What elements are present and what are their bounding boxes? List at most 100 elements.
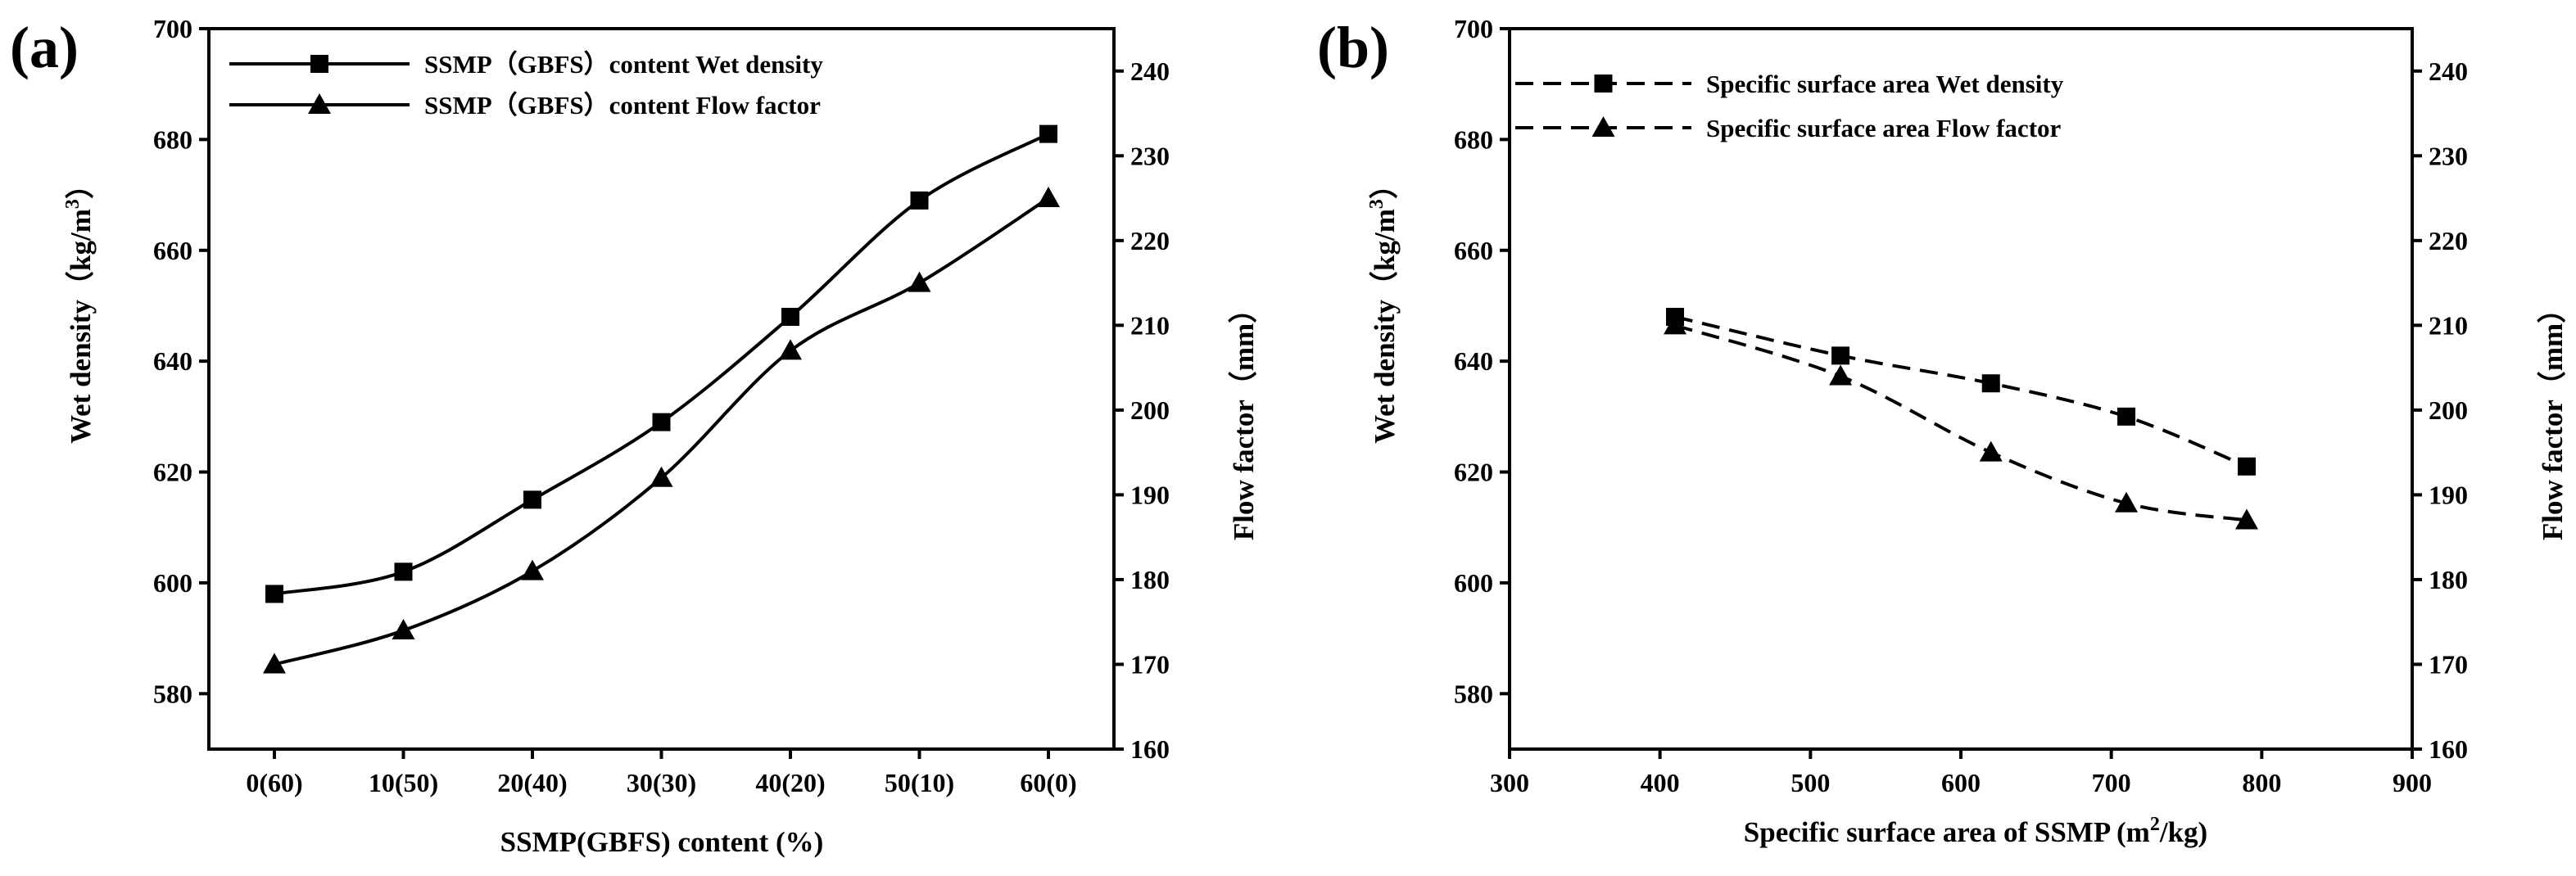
panel-b-y-tick-label: 700 (1454, 14, 1493, 43)
panel-a-series-1-point (781, 308, 799, 326)
panel-a-y2-tick-label: 230 (1130, 141, 1170, 170)
panel-b-series-2-point (1829, 364, 1853, 386)
panel-a-y2-tick-label: 180 (1130, 565, 1170, 594)
panel-b-series-2-point (1979, 440, 2003, 462)
panel-a-legend-marker-2 (308, 93, 331, 114)
panel-b-x-axis-title: Specific surface area of SSMP (m2/kg) (1744, 814, 2207, 848)
panel-a-series-1-point (652, 413, 671, 431)
panel-b-y2-tick-label: 190 (2429, 480, 2468, 509)
panel-b-legend-label-2: Specific surface area Flow factor (1706, 114, 2062, 142)
panel-a-y-tick-label: 620 (153, 458, 192, 487)
panel-a-y-axis-title-main: Wet density（kg/m (65, 209, 97, 444)
panel-a-y-tick-label: 580 (153, 679, 192, 708)
panel-b-y2-tick-label: 160 (2429, 734, 2468, 764)
panel-b-y-tick-label: 640 (1454, 346, 1493, 376)
panel-a-chart: (a) 580 600 620 640 660 680 700 160 170 180 190 200… (10, 14, 1260, 858)
panel-a-y2-tick-label: 200 (1130, 395, 1170, 425)
panel-b-series-1-point (2237, 457, 2256, 476)
panel-b-y-axis-title: Wet density（kg/m3） (1366, 170, 1401, 444)
panel-b-x-tick-label: 500 (1791, 768, 1830, 797)
panel-b-y2-axis-title: Flow factor（mm） (2537, 295, 2569, 540)
panel-b-y-tick-label: 660 (1454, 236, 1493, 265)
panel-a-series-1-point (910, 191, 929, 210)
panel-b-legend-marker-2 (1591, 116, 1615, 137)
panel-b-y-tick-label: 620 (1454, 458, 1493, 487)
panel-a-y2-tick-label: 190 (1130, 480, 1170, 509)
panel-a-x-tick-label: 20(40) (497, 768, 567, 797)
panel-b-y2-tick-label: 210 (2429, 310, 2468, 340)
panel-a-x-axis-title: SSMP(GBFS) content (%) (500, 826, 824, 858)
panel-a-y2-tick-label: 220 (1130, 226, 1170, 255)
panel-a-y-tick-label: 660 (153, 236, 192, 265)
panel-b-y-tick-label: 680 (1454, 124, 1493, 154)
panel-b-x-tick-label: 900 (2393, 768, 2432, 797)
panel-b-y2-tick-label: 220 (2429, 226, 2468, 255)
panel-b-x-tick-label: 400 (1641, 768, 1680, 797)
panel-a-x-tick-label: 10(50) (369, 768, 438, 797)
panel-a-y2-tick-label: 210 (1130, 310, 1170, 340)
panel-b-series-1-point (2117, 407, 2136, 426)
panel-a-y-axis-title-sup: 3 (62, 199, 84, 209)
panel-b-x-axis-title-end: /kg) (2159, 816, 2207, 848)
panel-a-series-2-point (908, 271, 931, 292)
panel-b-x-tick-label: 300 (1490, 768, 1529, 797)
panel-a-y-tick-label: 680 (153, 124, 192, 154)
panel-b-y-axis-title-end: ） (1369, 170, 1401, 199)
panel-a-series-1-point (265, 585, 283, 603)
panel-a-series-2-point (650, 466, 673, 487)
panel-b-series-2-line (1674, 323, 2248, 522)
panel-a-label: (a) (10, 15, 79, 80)
panel-b-legend-marker-1 (1594, 75, 1613, 93)
panel-a-series-1-line (274, 132, 1049, 596)
panel-a-plot-frame (207, 27, 1116, 751)
panel-a-series-2-point (263, 652, 286, 674)
panel-a-legend-marker-1 (310, 55, 328, 73)
panel-a-x-tick-label: 0(60) (246, 768, 302, 797)
panel-b-y2-tick-label: 200 (2429, 395, 2468, 425)
panel-a-y-axis-title: Wet density（kg/m3） (62, 170, 97, 444)
panel-b-x-axis-title-sup: 2 (2150, 814, 2160, 835)
panel-b-chart: (b) 580 600 620 640 660 680 700 160 170 180 190 200… (1317, 14, 2569, 848)
panel-a-series-1-point (523, 490, 541, 509)
panel-a-series-2-point (779, 339, 802, 360)
panel-b-x-tick-label: 600 (1941, 768, 1981, 797)
panel-b-y-axis-title-sup: 3 (1366, 199, 1388, 209)
panel-b-series-2-point (2234, 508, 2258, 530)
panel-b-y-tick-label: 580 (1454, 679, 1493, 708)
panel-a-legend-label-2: SSMP（GBFS）content Flow factor (424, 91, 821, 120)
panel-b-series-2-point (2115, 491, 2139, 513)
panel-a-x-tick-label: 40(20) (755, 768, 825, 797)
panel-b-series-2-point (1664, 314, 1687, 335)
panel-b-x-axis-title-main: Specific surface area of SSMP (m (1744, 816, 2150, 848)
panel-a-y2-tick-label: 160 (1130, 734, 1170, 764)
panel-b-y-axis-title-main: Wet density（kg/m (1369, 209, 1401, 444)
panel-b-series-1-point (1981, 374, 2000, 393)
panel-a-y-tick-label: 640 (153, 346, 192, 376)
panel-a-y-axis-title-end: ） (65, 170, 97, 199)
panel-b-series-1-point (1831, 346, 1850, 365)
panel-a-y2-tick-label: 170 (1130, 649, 1170, 679)
panel-b-y2-tick-label: 170 (2429, 649, 2468, 679)
panel-a-x-tick-label: 30(30) (627, 768, 696, 797)
panel-a-y2-axis-title: Flow factor（mm） (1228, 295, 1260, 540)
panel-a-series-1-point (1039, 124, 1057, 143)
panel-a-series-2-line (274, 196, 1050, 666)
panel-a-y2-tick-label: 240 (1130, 56, 1170, 86)
panel-b-x-tick-label: 800 (2242, 768, 2281, 797)
panel-b-y-tick-label: 600 (1454, 568, 1493, 598)
panel-a-x-tick-label: 60(0) (1020, 768, 1076, 797)
panel-b-y2-tick-label: 240 (2429, 56, 2468, 86)
panel-a-x-tick-label: 50(10) (885, 768, 954, 797)
panel-a-series-2-point (392, 619, 415, 640)
panel-b-x-tick-label: 700 (2092, 768, 2131, 797)
panel-a-y-tick-label: 600 (153, 568, 192, 598)
panel-a-series-2-point (1037, 187, 1060, 208)
panel-a-series-1-point (394, 562, 413, 581)
panel-a-y-tick-label: 700 (153, 14, 192, 43)
panel-b-y2-tick-label: 180 (2429, 565, 2468, 594)
panel-b-label: (b) (1317, 15, 1389, 80)
panel-a-legend-label-1: SSMP（GBFS）content Wet density (424, 50, 823, 79)
panel-b-y2-tick-label: 230 (2429, 141, 2468, 170)
panel-b-legend-label-1: Specific surface area Wet density (1706, 70, 2064, 98)
